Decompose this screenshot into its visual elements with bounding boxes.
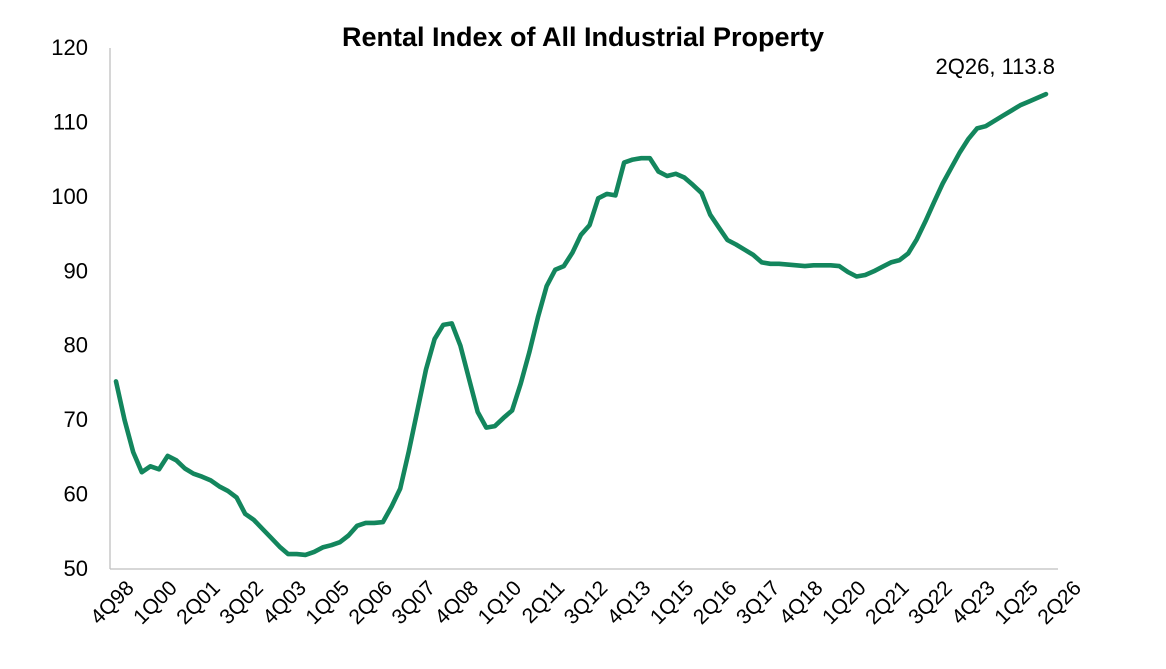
x-tick-label: 1Q15	[646, 576, 699, 629]
x-tick-label: 1Q05	[301, 576, 354, 629]
x-tick-label: 3Q17	[732, 576, 785, 629]
x-tick-label: 1Q25	[990, 576, 1043, 629]
x-tick-label: 3Q22	[904, 576, 957, 629]
x-tick-label: 4Q23	[947, 576, 1000, 629]
y-tick-label: 60	[64, 482, 88, 507]
annotation-label: 2Q26, 113.8	[936, 54, 1055, 79]
x-tick-label: 4Q13	[603, 576, 656, 629]
y-tick-label: 70	[64, 407, 88, 432]
x-tick-label: 3Q02	[215, 576, 268, 629]
y-tick-labels: 50 60 70 80 90 100 110 120	[51, 35, 88, 581]
x-tick-label: 4Q18	[775, 576, 828, 629]
x-tick-label: 2Q06	[344, 576, 397, 629]
x-tick-label: 4Q03	[258, 576, 311, 629]
x-tick-label: 4Q98	[86, 576, 139, 629]
x-tick-label: 2Q26	[1033, 576, 1086, 629]
x-tick-label: 3Q07	[388, 576, 441, 629]
y-tick-label: 90	[64, 258, 88, 283]
x-tick-label: 2Q11	[518, 576, 569, 627]
x-tick-label: 1Q00	[129, 576, 182, 629]
x-tick-label: 4Q08	[431, 576, 484, 629]
series-group	[113, 91, 1049, 558]
y-tick-label: 110	[53, 109, 88, 134]
chart-title: Rental Index of All Industrial Property	[342, 22, 824, 52]
y-tick-label: 120	[51, 35, 88, 60]
series-line	[113, 91, 1049, 558]
x-tick-label: 1Q10	[474, 576, 527, 629]
x-tick-label: 2Q16	[689, 576, 742, 629]
x-tick-label: 2Q01	[172, 576, 225, 629]
y-tick-label: 50	[64, 556, 88, 581]
x-tick-label: 1Q20	[818, 576, 871, 629]
x-tick-label: 3Q12	[560, 576, 613, 629]
x-tick-labels: 4Q981Q002Q013Q024Q031Q052Q063Q074Q081Q10…	[86, 576, 1086, 629]
y-tick-label: 80	[64, 333, 88, 358]
x-tick-label: 2Q21	[861, 576, 914, 629]
annotation-group: 2Q26, 113.8	[936, 54, 1055, 79]
y-tick-label: 100	[51, 184, 88, 209]
